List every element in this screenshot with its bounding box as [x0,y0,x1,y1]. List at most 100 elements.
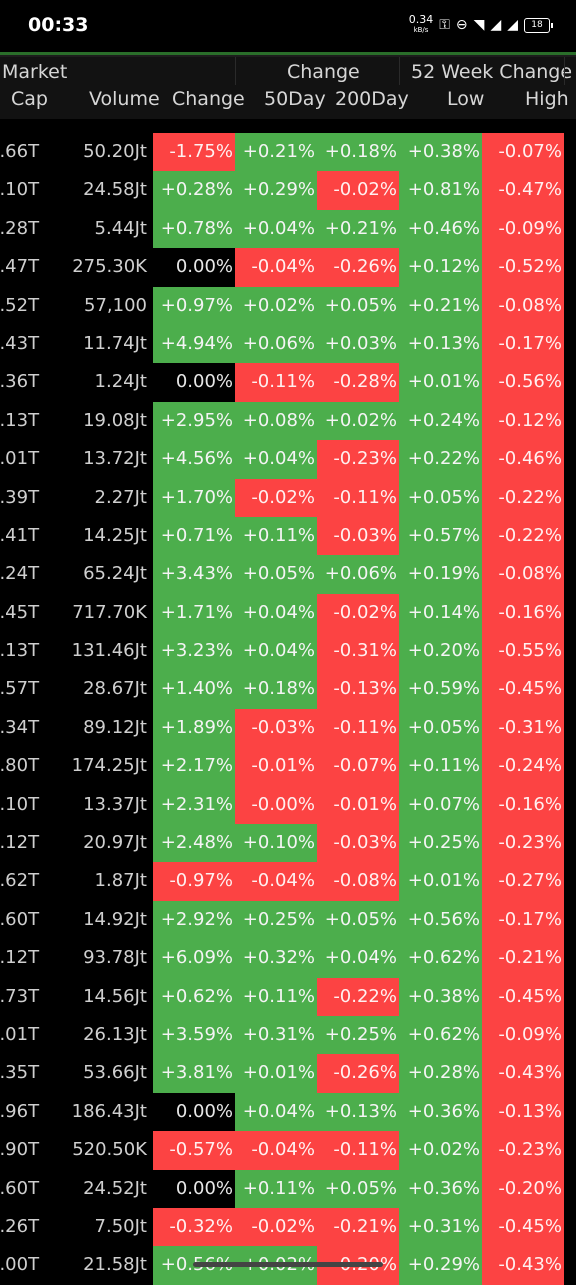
cell-200day: +0.25% [317,1015,399,1055]
header-market[interactable]: Market [2,61,68,83]
cell-200day: -0.31% [317,632,399,671]
header-200day[interactable]: 200Day [335,88,409,110]
cell-200day: -0.23% [317,440,399,479]
cell-50day: +0.06% [235,324,317,364]
cell-change: -0.97% [153,862,235,901]
cell-market-cap: 2.28T [0,217,40,239]
cell-200day: +0.18% [317,133,399,172]
table-row[interactable]: 6.52T 57,100 +0.97%+0.02%+0.05%+0.21%-0.08… [0,286,576,325]
table-row[interactable]: 2.43T 11.74Jt +4.94%+0.06%+0.03%+0.13%-0.1… [0,324,576,364]
table-row[interactable]: 2.12T 20.97Jt +2.48%+0.10%-0.03%+0.25%-0.2… [0,824,576,863]
cell-change: -1.75% [153,133,235,172]
header-volume[interactable]: Volume [89,88,160,110]
cell-52w-low: +0.01% [399,363,482,402]
table-row[interactable]: 2.13T 19.08Jt +2.95%+0.08%+0.02%+0.24%-0.1… [0,401,576,441]
table-row[interactable]: 3.10T 24.58Jt +0.28%+0.29%-0.02%+0.81%-0.4… [0,171,576,210]
cell-52w-high: -0.21% [482,939,564,978]
header-change[interactable]: Change [172,88,245,110]
header-high[interactable]: High [525,88,569,110]
cell-52w-low: +0.36% [399,1092,482,1132]
cell-52w-low: +0.05% [399,478,482,517]
table-row[interactable]: 0.01T 26.13Jt +3.59%+0.31%+0.25%+0.62%-0.0… [0,1015,576,1055]
cell-change: 0.00% [153,248,235,287]
cell-volume: 13.72Jt [83,448,147,470]
cell-market-cap: 4.90T [0,1139,40,1161]
table-row[interactable]: 7.60T 24.52Jt 0.00%+0.11%+0.05%+0.36%-0.20… [0,1169,576,1208]
cell-change: +1.70% [153,478,235,517]
header-cap[interactable]: Cap [11,88,48,110]
cell-52w-low: +0.07% [399,785,482,825]
table-row[interactable]: 7.12T 93.78Jt +6.09%+0.32%+0.04%+0.62%-0.2… [0,939,576,978]
table-row[interactable]: 6.80T 174.25Jt +2.17%-0.01%-0.07%+0.11%-0.… [0,747,576,786]
cell-200day: -0.26% [317,248,399,287]
table-row[interactable]: 9.35T 53.66Jt +3.81%+0.01%-0.26%+0.28%-0.4… [0,1054,576,1093]
table-row[interactable]: 0.24T 65.24Jt +3.43%+0.05%+0.06%+0.19%-0.0… [0,555,576,594]
table-row[interactable]: 7.41T 14.25Jt +0.71%+0.11%-0.03%+0.57%-0.2… [0,516,576,556]
cell-market-cap: 2.60T [0,908,40,930]
table-row[interactable]: 5.39T 2.27Jt +1.70%-0.02%-0.11%+0.05%-0.22… [0,478,576,517]
cell-52w-low: +0.38% [399,133,482,172]
table-row[interactable]: 7.13T 131.46Jt +3.23%+0.04%-0.31%+0.20%-0.… [0,632,576,671]
table-row[interactable]: 0.57T 28.67Jt +1.40%+0.18%-0.13%+0.59%-0.4… [0,670,576,709]
cell-200day: +0.05% [317,286,399,325]
cell-market-cap: 6.34T [0,716,40,738]
gesture-bar[interactable] [193,1262,383,1267]
table-row[interactable]: 1.26T 7.50Jt -0.32%-0.02%-0.21%+0.31%-0.45… [0,1207,576,1247]
cell-market-cap: 3.10T [0,179,40,201]
cell-volume: 1.87Jt [94,870,147,892]
cell-change: +0.28% [153,171,235,210]
cell-52w-high: -0.23% [482,1131,564,1170]
cell-52w-low: +0.62% [399,939,482,978]
cell-volume: 89.12Jt [83,716,147,738]
table-row[interactable]: 4.96T 186.43Jt 0.00%+0.04%+0.13%+0.36%-0.1… [0,1092,576,1132]
cell-52w-high: -0.09% [482,209,564,249]
cell-52w-high: -0.08% [482,286,564,325]
table-row[interactable]: 4.90T 520.50K -0.57%-0.04%-0.11%+0.02%-0.2… [0,1131,576,1170]
cell-52w-high: -0.45% [482,670,564,709]
cell-52w-high: -0.31% [482,708,564,748]
cell-52w-low: +0.31% [399,1207,482,1247]
cell-change: 0.00% [153,363,235,402]
table-row[interactable]: 4.62T 1.87Jt -0.97%-0.04%-0.08%+0.01%-0.27… [0,862,576,901]
cell-market-cap: 7.01T [0,448,40,470]
cell-50day: +0.32% [235,939,317,978]
cell-52w-low: +0.19% [399,555,482,594]
cell-50day: +0.04% [235,209,317,249]
cell-52w-high: -0.17% [482,324,564,364]
table-row[interactable]: 4.36T 1.24Jt 0.00%-0.11%-0.28%+0.01%-0.56% [0,363,576,402]
cell-200day: -0.02% [317,593,399,633]
cell-50day: +0.08% [235,401,317,441]
header-50day[interactable]: 50Day [264,88,326,110]
table-row[interactable]: 0.73T 14.56Jt +0.62%+0.11%-0.22%+0.38%-0.4… [0,977,576,1016]
cell-market-cap: 2.66T [0,141,40,162]
cell-market-cap: 0.10T [0,793,40,815]
cell-volume: 50.20Jt [83,141,147,162]
network-speed: 0.34 kB/s [408,13,434,34]
cell-volume: 2.27Jt [94,486,147,508]
cell-change: +0.71% [153,516,235,556]
cell-52w-low: +0.22% [399,440,482,479]
cell-52w-high: -0.45% [482,1207,564,1247]
header-low[interactable]: Low [447,88,485,110]
cell-change: 0.00% [153,1092,235,1132]
table-row[interactable]: 1.45T 717.70K +1.71%+0.04%-0.02%+0.14%-0.1… [0,593,576,633]
cell-50day: -0.04% [235,248,317,287]
table-row[interactable]: 2.60T 14.92Jt +2.92%+0.25%+0.05%+0.56%-0.1… [0,900,576,940]
cell-52w-high: -0.46% [482,440,564,479]
table-row[interactable]: 2.66T 50.20Jt -1.75%+0.21%+0.18%+0.38%-0.0… [0,133,576,172]
cell-change: +3.23% [153,632,235,671]
table-row[interactable]: 6.34T 89.12Jt +1.89%-0.03%-0.11%+0.05%-0.3… [0,708,576,748]
table-row[interactable]: 2.28T 5.44Jt +0.78%+0.04%+0.21%+0.46%-0.09… [0,209,576,249]
cell-52w-low: +0.28% [399,1054,482,1093]
table-row[interactable]: 0.10T 13.37Jt +2.31%-0.00%-0.01%+0.07%-0.1… [0,785,576,825]
table-row[interactable]: 3.47T 275.30K 0.00%-0.04%-0.26%+0.12%-0.52… [0,248,576,287]
cell-market-cap: 2.13T [0,409,40,431]
cell-52w-high: -0.23% [482,824,564,863]
cell-market-cap: 0.73T [0,985,40,1007]
table-row[interactable]: 7.01T 13.72Jt +4.56%+0.04%-0.23%+0.22%-0.4… [0,440,576,479]
cell-volume: 717.70K [72,601,147,623]
cell-volume: 57,100 [84,294,147,316]
cell-volume: 186.43Jt [71,1100,147,1122]
cell-52w-high: -0.17% [482,900,564,940]
battery-icon: 18 [524,17,553,33]
